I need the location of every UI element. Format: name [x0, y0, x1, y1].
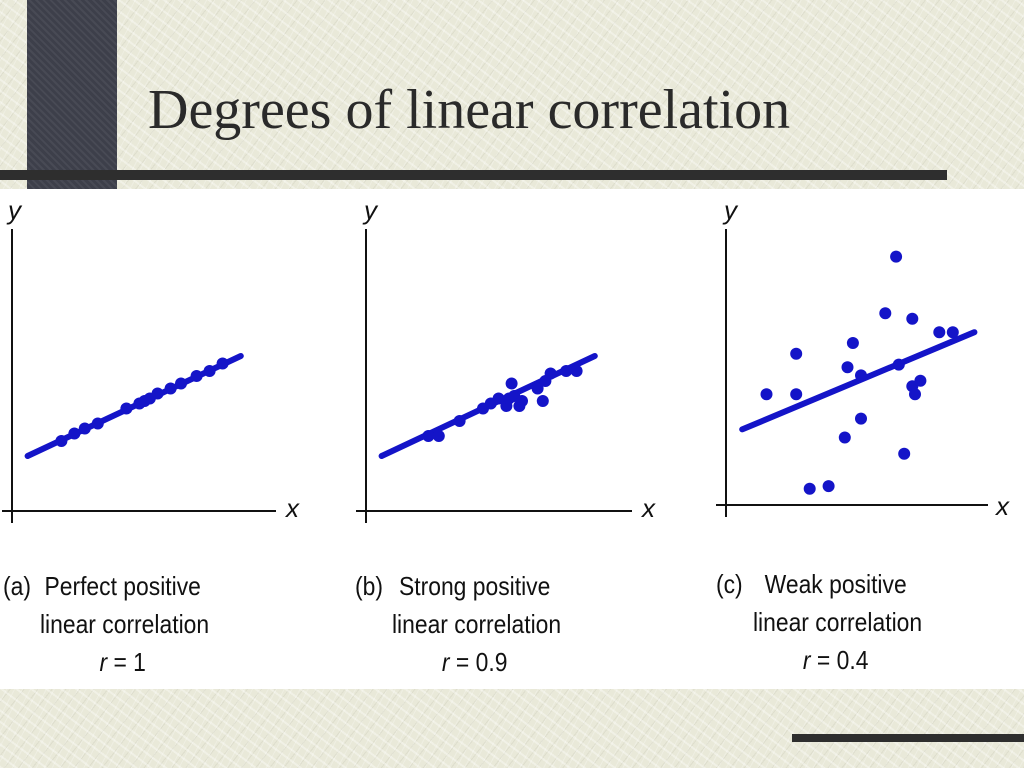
data-point [841, 361, 854, 374]
data-point [492, 392, 505, 405]
title-divider [0, 170, 947, 180]
caption-tag: (c) [716, 569, 743, 599]
data-point [570, 365, 583, 377]
caption-line-1: Perfect positive [44, 571, 201, 601]
caption-a: (a) Perfect positive linear correlation … [3, 567, 210, 687]
caption-line-2: linear correlation [39, 609, 210, 639]
r-symbol: r [802, 645, 811, 675]
x-axis-label: x [994, 491, 1010, 521]
caption-line-2: linear correlation [752, 607, 923, 637]
caption-tag: (b) [355, 571, 383, 601]
data-point [838, 431, 851, 444]
y-axis-label: y [6, 195, 23, 225]
data-point [190, 370, 203, 382]
r-value: = 0.9 [455, 647, 508, 677]
data-point [760, 388, 773, 401]
data-point [890, 250, 903, 263]
data-point [790, 388, 803, 401]
correlation-charts: x y x y x y [2, 195, 1010, 523]
figure-panel: x y x y x y (a) Perfect positive linear corre… [0, 189, 1024, 689]
data-point [846, 337, 859, 349]
data-point [505, 377, 518, 390]
y-axis-label: y [722, 195, 739, 225]
caption-b: (b) Strong positive linear correlation r… [355, 567, 562, 687]
data-point [516, 395, 528, 407]
data-point [91, 417, 104, 430]
data-point [78, 422, 91, 435]
data-point [914, 374, 927, 387]
r-symbol: r [99, 647, 108, 677]
data-point [933, 326, 946, 339]
data-point [55, 435, 68, 447]
data-point [855, 369, 867, 382]
caption-line-1: Strong positive [399, 571, 551, 601]
data-point [432, 430, 445, 442]
data-point [453, 415, 466, 427]
caption-line-1: Weak positive [764, 569, 907, 599]
data-point [203, 365, 216, 377]
r-symbol: r [441, 647, 450, 677]
caption-line-2: linear correlation [391, 609, 562, 639]
x-axis-label: x [284, 493, 300, 523]
caption-r-line: r = 0.4 [753, 641, 918, 679]
data-point [68, 427, 81, 440]
data-point [909, 388, 921, 401]
title-accent-block [27, 0, 117, 190]
caption-c: (c) Weak positive linear correlation r =… [716, 565, 923, 685]
data-point [151, 387, 164, 400]
data-point [531, 382, 544, 395]
caption-r-line: r = 0.9 [392, 643, 557, 681]
data-point [898, 447, 911, 460]
data-point [906, 312, 919, 325]
data-point [946, 326, 959, 339]
data-point [892, 358, 905, 371]
fit-line [739, 329, 978, 433]
data-point [120, 402, 133, 415]
data-point [544, 367, 557, 380]
data-point [822, 480, 835, 493]
data-point [790, 347, 803, 360]
data-point [560, 365, 573, 377]
footer-rule [792, 734, 1024, 742]
slide-title: Degrees of linear correlation [148, 79, 791, 141]
data-point [803, 482, 816, 495]
r-value: = 1 [113, 647, 146, 677]
data-point [879, 307, 892, 320]
caption-tag: (a) [3, 571, 31, 601]
data-point [175, 377, 187, 390]
y-axis-label: y [362, 195, 379, 225]
data-point [855, 412, 867, 425]
x-axis-label: x [640, 493, 656, 523]
data-point [422, 430, 435, 442]
data-point [536, 395, 549, 407]
data-point [216, 357, 229, 370]
caption-r-line: r = 1 [40, 643, 205, 681]
data-point [164, 382, 177, 395]
r-value: = 0.4 [816, 645, 869, 675]
